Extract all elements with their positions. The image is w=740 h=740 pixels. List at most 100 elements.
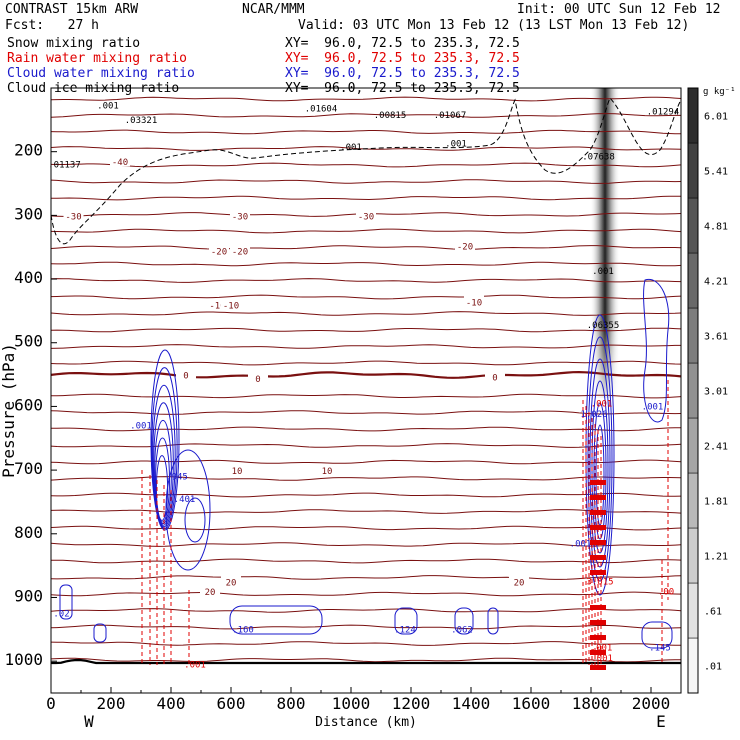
isotherm-line	[50, 179, 682, 184]
max-label: 1.026	[580, 410, 607, 420]
rain-water-maximum	[590, 650, 606, 655]
isotherm-line	[50, 525, 682, 531]
field-name-cloud-water: Cloud water mixing ratio	[7, 66, 195, 81]
cloud-water-contour	[454, 607, 474, 635]
cloud-water-contour	[487, 607, 499, 635]
y-axis-title: Pressure (hPa)	[0, 343, 18, 478]
max-label: .00815	[374, 111, 407, 121]
max-label: .001	[591, 654, 613, 664]
forecast-hour: Fcst: 27 h	[5, 18, 99, 33]
x-tick-label: 1000	[332, 694, 371, 713]
isotherm-label-bg	[509, 575, 529, 587]
isotherm-line	[50, 360, 682, 366]
isotherm-line	[51, 558, 682, 564]
max-label: .001	[592, 267, 614, 277]
cloud-water-contour	[59, 584, 73, 620]
isotherm-label-bg	[207, 298, 228, 310]
x-tick-label: 1800	[572, 694, 611, 713]
isotherm-line	[50, 96, 682, 102]
rain-water-maximum	[590, 635, 606, 640]
max-label: .001	[445, 140, 467, 150]
cloud-water-contour	[152, 384, 176, 528]
field-xy-rain: XY= 96.0, 72.5 to 235.3, 72.5	[285, 51, 520, 66]
max-label: .001	[340, 143, 362, 153]
y-tick-label: 200	[14, 141, 43, 160]
max-label: .00	[658, 587, 674, 597]
x-tick-label: 200	[97, 694, 126, 713]
colorbar-tick-label: 4.21	[704, 277, 728, 288]
max-label: .062	[451, 626, 473, 636]
isotherm-label-bg	[248, 371, 268, 383]
isotherm-label: -30	[65, 212, 81, 222]
isotherm-label: 0	[492, 373, 497, 383]
isotherm-label-bg	[230, 209, 250, 221]
max-label: .01137	[48, 161, 81, 171]
max-label: .001	[591, 399, 613, 409]
isotherm-label: 10	[232, 467, 243, 477]
isotherm-label: 10	[322, 467, 333, 477]
rain-water-maximum	[590, 665, 606, 670]
y-tick-label: 300	[14, 204, 43, 223]
cloud-water-contour	[394, 607, 418, 635]
max-label: .06355	[587, 321, 620, 331]
isotherm-label-bg	[63, 209, 84, 221]
isotherm-label: 20	[514, 579, 525, 589]
plot-frame	[50, 87, 682, 694]
colorbar-tick-label: 1.21	[704, 552, 728, 563]
isotherm-line	[50, 245, 682, 250]
colorbar-tick-label: 6.01	[704, 112, 728, 123]
max-label: .001	[591, 643, 613, 653]
cloud-ice-contour	[50, 97, 682, 245]
isotherm-label-bg	[176, 368, 196, 380]
plot-title: CONTRAST 15km ARW	[5, 2, 139, 17]
colorbar-bin	[687, 252, 699, 309]
freezing-isotherm	[50, 370, 682, 379]
x-tick-label: 800	[277, 694, 306, 713]
colorbar-bin	[687, 527, 699, 584]
isotherm-label: -10	[223, 302, 239, 312]
x-tick-label: 1400	[452, 694, 491, 713]
max-label: .01294	[647, 108, 680, 118]
colorbar-bin	[687, 472, 699, 529]
y-tick-label: 600	[14, 395, 43, 414]
cloud-water-contour	[587, 336, 613, 582]
max-label: .001	[642, 403, 664, 413]
x-tick-label: 1200	[392, 694, 431, 713]
colorbar-tick-label: .01	[704, 662, 722, 673]
isotherm-line	[50, 608, 682, 613]
isotherm-label-bg	[227, 464, 247, 476]
x-tick-label: 0	[46, 694, 56, 713]
max-label: .145	[649, 643, 671, 653]
y-tick-label: 800	[14, 523, 43, 542]
isotherm-label-bg	[455, 239, 475, 251]
rain-water-maximum	[590, 525, 606, 530]
cloud-water-contour	[593, 402, 607, 540]
isotherm-label-bg	[200, 585, 220, 597]
y-tick-label: 500	[14, 332, 43, 351]
cloud-water-contour	[165, 449, 211, 571]
isotherm-line	[50, 344, 681, 349]
max-label: .001	[130, 422, 152, 432]
organization-label: NCAR/MMM	[242, 2, 305, 17]
isotherm-line	[51, 393, 682, 399]
isotherm-label: -30	[358, 212, 374, 222]
cloud-water-contour	[150, 349, 180, 531]
rain-water-maximum	[590, 605, 606, 610]
colorbar-tick-label: 4.81	[704, 222, 728, 233]
max-label: .124	[394, 626, 416, 636]
field-name-rain: Rain water mixing ratio	[7, 51, 188, 66]
colorbar-bin	[687, 142, 699, 199]
max-label: .02	[53, 610, 69, 620]
isotherm-label: -20	[211, 247, 227, 257]
x-tick-label: 600	[217, 694, 246, 713]
isotherm-label: -20	[457, 242, 473, 252]
max-label: .001	[184, 661, 206, 671]
y-tick-label: 900	[14, 586, 43, 605]
colorbar-tick-label: 5.41	[704, 167, 728, 178]
init-time: Init: 00 UTC Sun 12 Feb 12	[517, 2, 721, 17]
isotherm-line	[50, 426, 681, 432]
west-label: W	[84, 712, 94, 731]
isotherm-line	[50, 542, 682, 547]
colorbar-tick-label: 3.61	[704, 332, 728, 343]
cloud-water-contour	[153, 402, 174, 526]
